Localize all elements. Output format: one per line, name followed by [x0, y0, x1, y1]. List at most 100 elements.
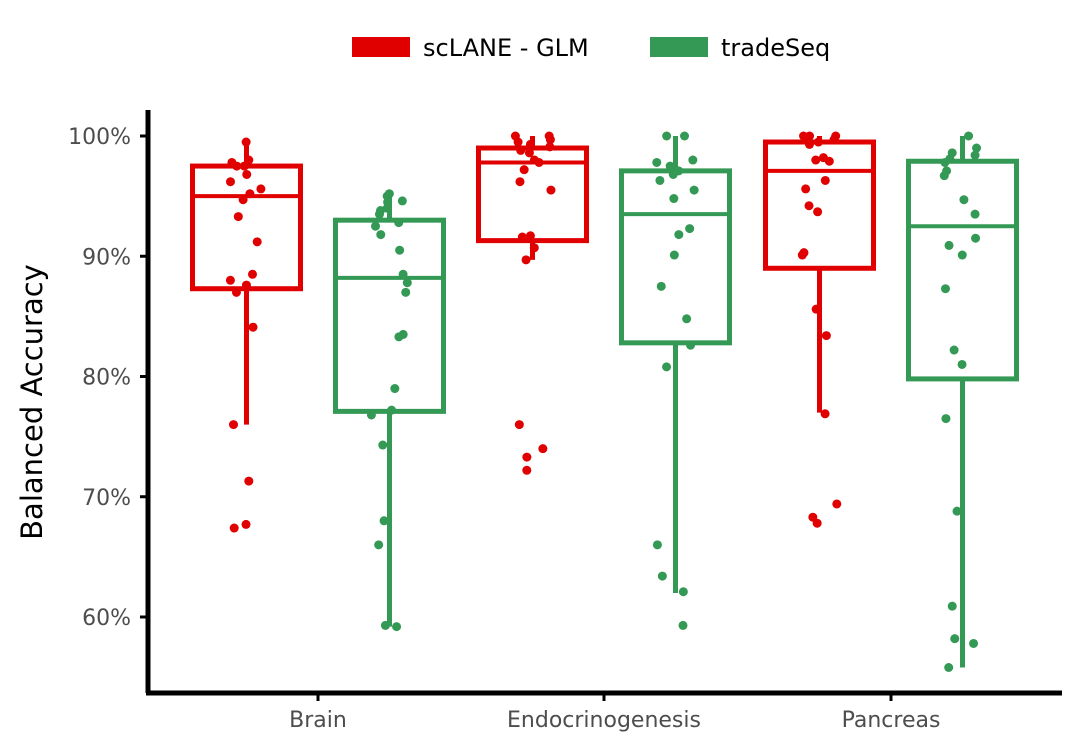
y-ticks: 60% 70% 80% 90% 100% [68, 125, 148, 631]
y-tick-label: 70% [82, 486, 131, 511]
data-point [940, 157, 950, 167]
data-point [241, 519, 251, 529]
axes: Balanced Accuracy [15, 110, 1062, 696]
data-point [821, 331, 831, 341]
data-point [519, 165, 529, 175]
box-1-1 [619, 136, 732, 593]
data-point [247, 269, 257, 279]
boxes [190, 136, 1019, 668]
data-point [515, 177, 525, 187]
data-point [380, 620, 390, 630]
legend-swatch [650, 37, 708, 57]
data-point [941, 414, 951, 424]
data-point [801, 184, 811, 194]
data-point [957, 250, 967, 260]
data-point [538, 444, 548, 454]
data-point [972, 143, 982, 153]
points [225, 131, 982, 673]
data-point [397, 196, 407, 206]
data-point [225, 275, 235, 285]
data-point [655, 175, 665, 185]
data-point [969, 638, 979, 648]
x-ticks: Brain Endocrinogenesis Pancreas [289, 693, 940, 733]
box-2-0 [763, 136, 876, 413]
data-point [378, 440, 388, 450]
legend-label: scLANE - GLM [423, 34, 589, 62]
data-point [949, 345, 959, 355]
data-point [394, 218, 404, 228]
data-point [233, 212, 243, 222]
data-point [952, 506, 962, 516]
data-point [665, 161, 675, 171]
data-point [689, 185, 699, 195]
data-point [669, 250, 679, 260]
data-point [813, 137, 823, 147]
box-rect [190, 163, 303, 292]
data-point [529, 243, 539, 253]
data-point [669, 194, 679, 204]
data-point [685, 224, 695, 234]
data-point [245, 189, 255, 199]
y-axis-label: Balanced Accuracy [15, 264, 49, 540]
data-point [244, 476, 254, 486]
data-point [688, 155, 698, 165]
data-point [662, 362, 672, 372]
data-point [656, 281, 666, 291]
data-point [804, 139, 814, 149]
data-point [657, 571, 667, 581]
data-point [678, 620, 688, 630]
data-point [805, 131, 815, 141]
data-point [238, 195, 248, 205]
x-tick-label: Pancreas [842, 708, 941, 733]
data-point [662, 131, 672, 141]
data-point [546, 185, 556, 195]
box-rect [333, 217, 446, 414]
data-point [970, 150, 980, 160]
data-point [964, 131, 974, 141]
data-point [517, 232, 527, 242]
data-point [241, 280, 251, 290]
data-point [398, 269, 408, 279]
data-point [522, 465, 532, 475]
data-point [514, 420, 524, 430]
data-point [939, 171, 949, 181]
data-point [959, 195, 969, 205]
data-point [957, 359, 967, 369]
data-point [392, 622, 402, 632]
data-point [652, 540, 662, 550]
data-point [652, 157, 662, 167]
data-point [680, 131, 690, 141]
data-point [545, 142, 555, 152]
data-point [232, 161, 242, 171]
data-point [545, 135, 555, 145]
data-point [971, 233, 981, 243]
data-point [674, 230, 684, 240]
data-point [832, 499, 842, 509]
data-point [950, 634, 960, 644]
data-point [390, 384, 400, 394]
x-tick-label: Endocrinogenesis [507, 708, 701, 733]
data-point [820, 175, 830, 185]
data-point [668, 169, 678, 179]
legend-item: tradeSeq [650, 34, 830, 62]
data-point [525, 139, 535, 149]
data-point [387, 405, 397, 415]
y-tick-label: 80% [82, 366, 131, 391]
data-point [376, 230, 386, 240]
data-point [394, 332, 404, 342]
legend-item: scLANE - GLM [352, 34, 589, 62]
data-point [829, 135, 839, 145]
data-point [252, 237, 262, 247]
data-point [242, 169, 252, 179]
data-point [944, 240, 954, 250]
box-2-1 [906, 136, 1019, 668]
data-point [371, 221, 381, 231]
legend-swatch [352, 37, 410, 57]
data-point [401, 287, 411, 297]
data-point [374, 209, 384, 219]
data-point [812, 518, 822, 528]
data-point [811, 304, 821, 314]
data-point [686, 340, 696, 350]
